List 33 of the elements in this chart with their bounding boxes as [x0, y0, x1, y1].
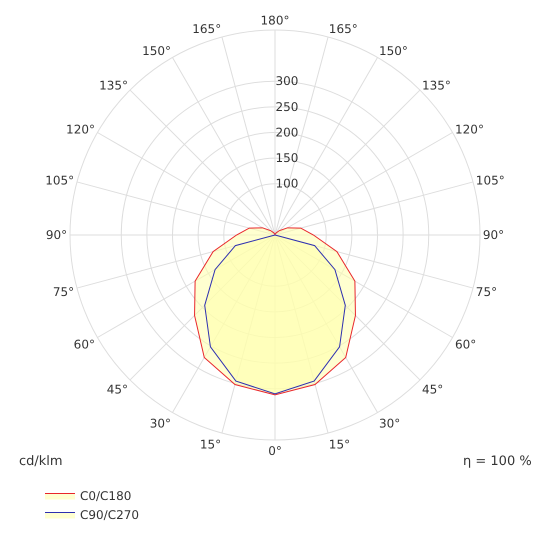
legend-label: C0/C180	[80, 489, 132, 504]
spoke-label: 135°	[422, 78, 451, 92]
spoke-label: 150°	[142, 44, 172, 58]
y-tick-label: 300	[276, 74, 298, 88]
spoke-label: 45°	[106, 382, 128, 396]
spoke-label: 90°	[46, 228, 68, 242]
spoke-label: 15°	[328, 437, 350, 452]
spoke-label: 120°	[455, 122, 484, 136]
spoke-label: 45°	[422, 382, 444, 396]
y-tick-label: 200	[276, 125, 298, 140]
spoke-label: 75°	[52, 284, 74, 299]
spoke-label: 105°	[45, 174, 74, 188]
y-tick-label: 100	[276, 176, 298, 191]
spoke-label: 150°	[378, 44, 408, 58]
spoke-label: 180°	[260, 14, 290, 28]
spoke-label: 90°	[482, 228, 504, 242]
spoke-label: 0°	[268, 444, 282, 458]
spoke-label: 60°	[74, 338, 95, 352]
text: cd/klm	[19, 454, 63, 469]
y-tick-label: 250	[276, 100, 298, 114]
spoke-label: 135°	[99, 78, 128, 92]
y-tick-label: 150	[276, 151, 298, 166]
spoke-label: 120°	[66, 122, 95, 136]
legend-label: C90/C270	[80, 508, 139, 522]
spoke-label: 75°	[476, 284, 498, 299]
spoke-label: 30°	[378, 416, 400, 431]
spoke-label: 60°	[455, 338, 476, 352]
spoke-label: 165°	[328, 22, 358, 36]
text: η = 100 %	[463, 454, 532, 469]
spoke-label: 105°	[476, 174, 505, 188]
spoke-label: 30°	[150, 416, 172, 431]
spoke-label: 15°	[200, 437, 222, 452]
spoke-label: 165°	[192, 22, 222, 36]
